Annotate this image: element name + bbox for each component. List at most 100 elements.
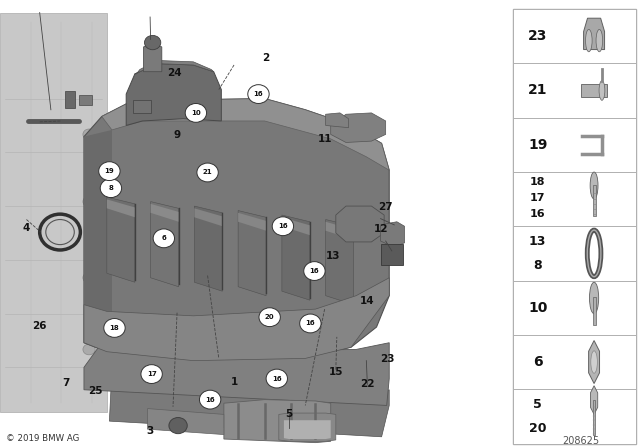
Circle shape — [145, 35, 161, 50]
Text: 21: 21 — [528, 83, 547, 97]
Bar — [65, 91, 76, 108]
Text: 6: 6 — [533, 355, 543, 369]
Polygon shape — [150, 204, 179, 222]
Circle shape — [153, 229, 175, 248]
Text: © 2019 BMW AG: © 2019 BMW AG — [6, 434, 79, 443]
Polygon shape — [84, 130, 112, 343]
Polygon shape — [584, 18, 605, 50]
Bar — [593, 185, 596, 216]
Text: 16: 16 — [205, 396, 215, 403]
Polygon shape — [84, 278, 389, 361]
Circle shape — [590, 172, 598, 199]
Circle shape — [266, 369, 287, 388]
Circle shape — [83, 196, 95, 207]
Polygon shape — [150, 202, 179, 287]
Bar — [513, 117, 636, 172]
Circle shape — [589, 282, 598, 314]
Text: 3: 3 — [147, 426, 154, 436]
Polygon shape — [331, 113, 386, 142]
Text: 25: 25 — [88, 386, 103, 396]
Text: 16: 16 — [278, 223, 288, 229]
Text: 15: 15 — [328, 367, 343, 377]
Polygon shape — [282, 215, 310, 300]
Polygon shape — [326, 220, 354, 305]
Text: 18: 18 — [109, 325, 119, 331]
Text: 16: 16 — [530, 209, 545, 219]
Text: 22: 22 — [360, 379, 374, 389]
Text: 17: 17 — [530, 193, 545, 203]
Text: 12: 12 — [373, 224, 388, 234]
Text: 6: 6 — [161, 235, 166, 241]
Text: 8: 8 — [109, 185, 113, 191]
Text: 5: 5 — [533, 398, 542, 411]
Polygon shape — [381, 244, 403, 265]
Polygon shape — [326, 113, 349, 128]
Bar — [133, 100, 151, 113]
Text: 20: 20 — [529, 422, 547, 435]
Circle shape — [304, 262, 325, 280]
Text: 17: 17 — [147, 371, 157, 377]
Polygon shape — [381, 222, 404, 247]
Circle shape — [272, 217, 294, 236]
Polygon shape — [224, 400, 331, 443]
Text: 11: 11 — [317, 134, 332, 144]
Polygon shape — [336, 206, 384, 242]
Polygon shape — [102, 99, 389, 170]
Bar — [513, 63, 636, 117]
Bar — [513, 9, 636, 63]
Polygon shape — [148, 409, 224, 435]
Polygon shape — [282, 217, 310, 235]
Polygon shape — [326, 222, 354, 240]
Text: 10: 10 — [191, 110, 201, 116]
Text: 13: 13 — [326, 251, 340, 261]
Text: 16: 16 — [253, 91, 263, 97]
Polygon shape — [284, 420, 331, 439]
Circle shape — [104, 319, 125, 337]
Polygon shape — [107, 199, 135, 217]
Circle shape — [197, 163, 218, 182]
Bar — [513, 389, 636, 444]
Polygon shape — [581, 84, 607, 97]
Text: 8: 8 — [533, 259, 542, 272]
Circle shape — [300, 314, 321, 333]
Text: 23: 23 — [380, 354, 395, 364]
Text: 9: 9 — [173, 130, 180, 140]
Circle shape — [100, 179, 122, 198]
Polygon shape — [84, 99, 389, 361]
Text: 19: 19 — [104, 168, 115, 174]
Text: 14: 14 — [360, 296, 374, 306]
Polygon shape — [195, 208, 222, 226]
Bar — [513, 335, 636, 389]
Circle shape — [169, 418, 188, 434]
Text: 208625: 208625 — [563, 436, 600, 446]
Circle shape — [599, 81, 605, 100]
Circle shape — [248, 85, 269, 103]
Polygon shape — [589, 340, 600, 383]
Text: 16: 16 — [305, 320, 315, 327]
Text: 16: 16 — [272, 375, 282, 382]
Text: 13: 13 — [529, 235, 547, 248]
Circle shape — [83, 344, 95, 355]
Bar — [593, 297, 596, 325]
Polygon shape — [0, 13, 107, 412]
Text: 20: 20 — [265, 314, 275, 320]
Text: 5: 5 — [285, 409, 292, 419]
Text: 21: 21 — [203, 169, 212, 176]
Text: 24: 24 — [166, 68, 181, 78]
Bar — [513, 226, 636, 280]
Polygon shape — [591, 386, 598, 414]
Text: 19: 19 — [528, 138, 547, 152]
Text: 23: 23 — [528, 29, 547, 43]
Text: 16: 16 — [310, 268, 319, 274]
Circle shape — [141, 365, 163, 383]
Circle shape — [259, 308, 280, 327]
Text: 18: 18 — [530, 177, 545, 187]
Text: 7: 7 — [63, 378, 70, 388]
Polygon shape — [84, 343, 389, 405]
Text: 1: 1 — [230, 377, 237, 387]
Text: 10: 10 — [528, 301, 547, 314]
Polygon shape — [109, 370, 389, 437]
Circle shape — [596, 30, 603, 52]
Polygon shape — [143, 41, 162, 72]
Text: 2: 2 — [262, 53, 269, 63]
